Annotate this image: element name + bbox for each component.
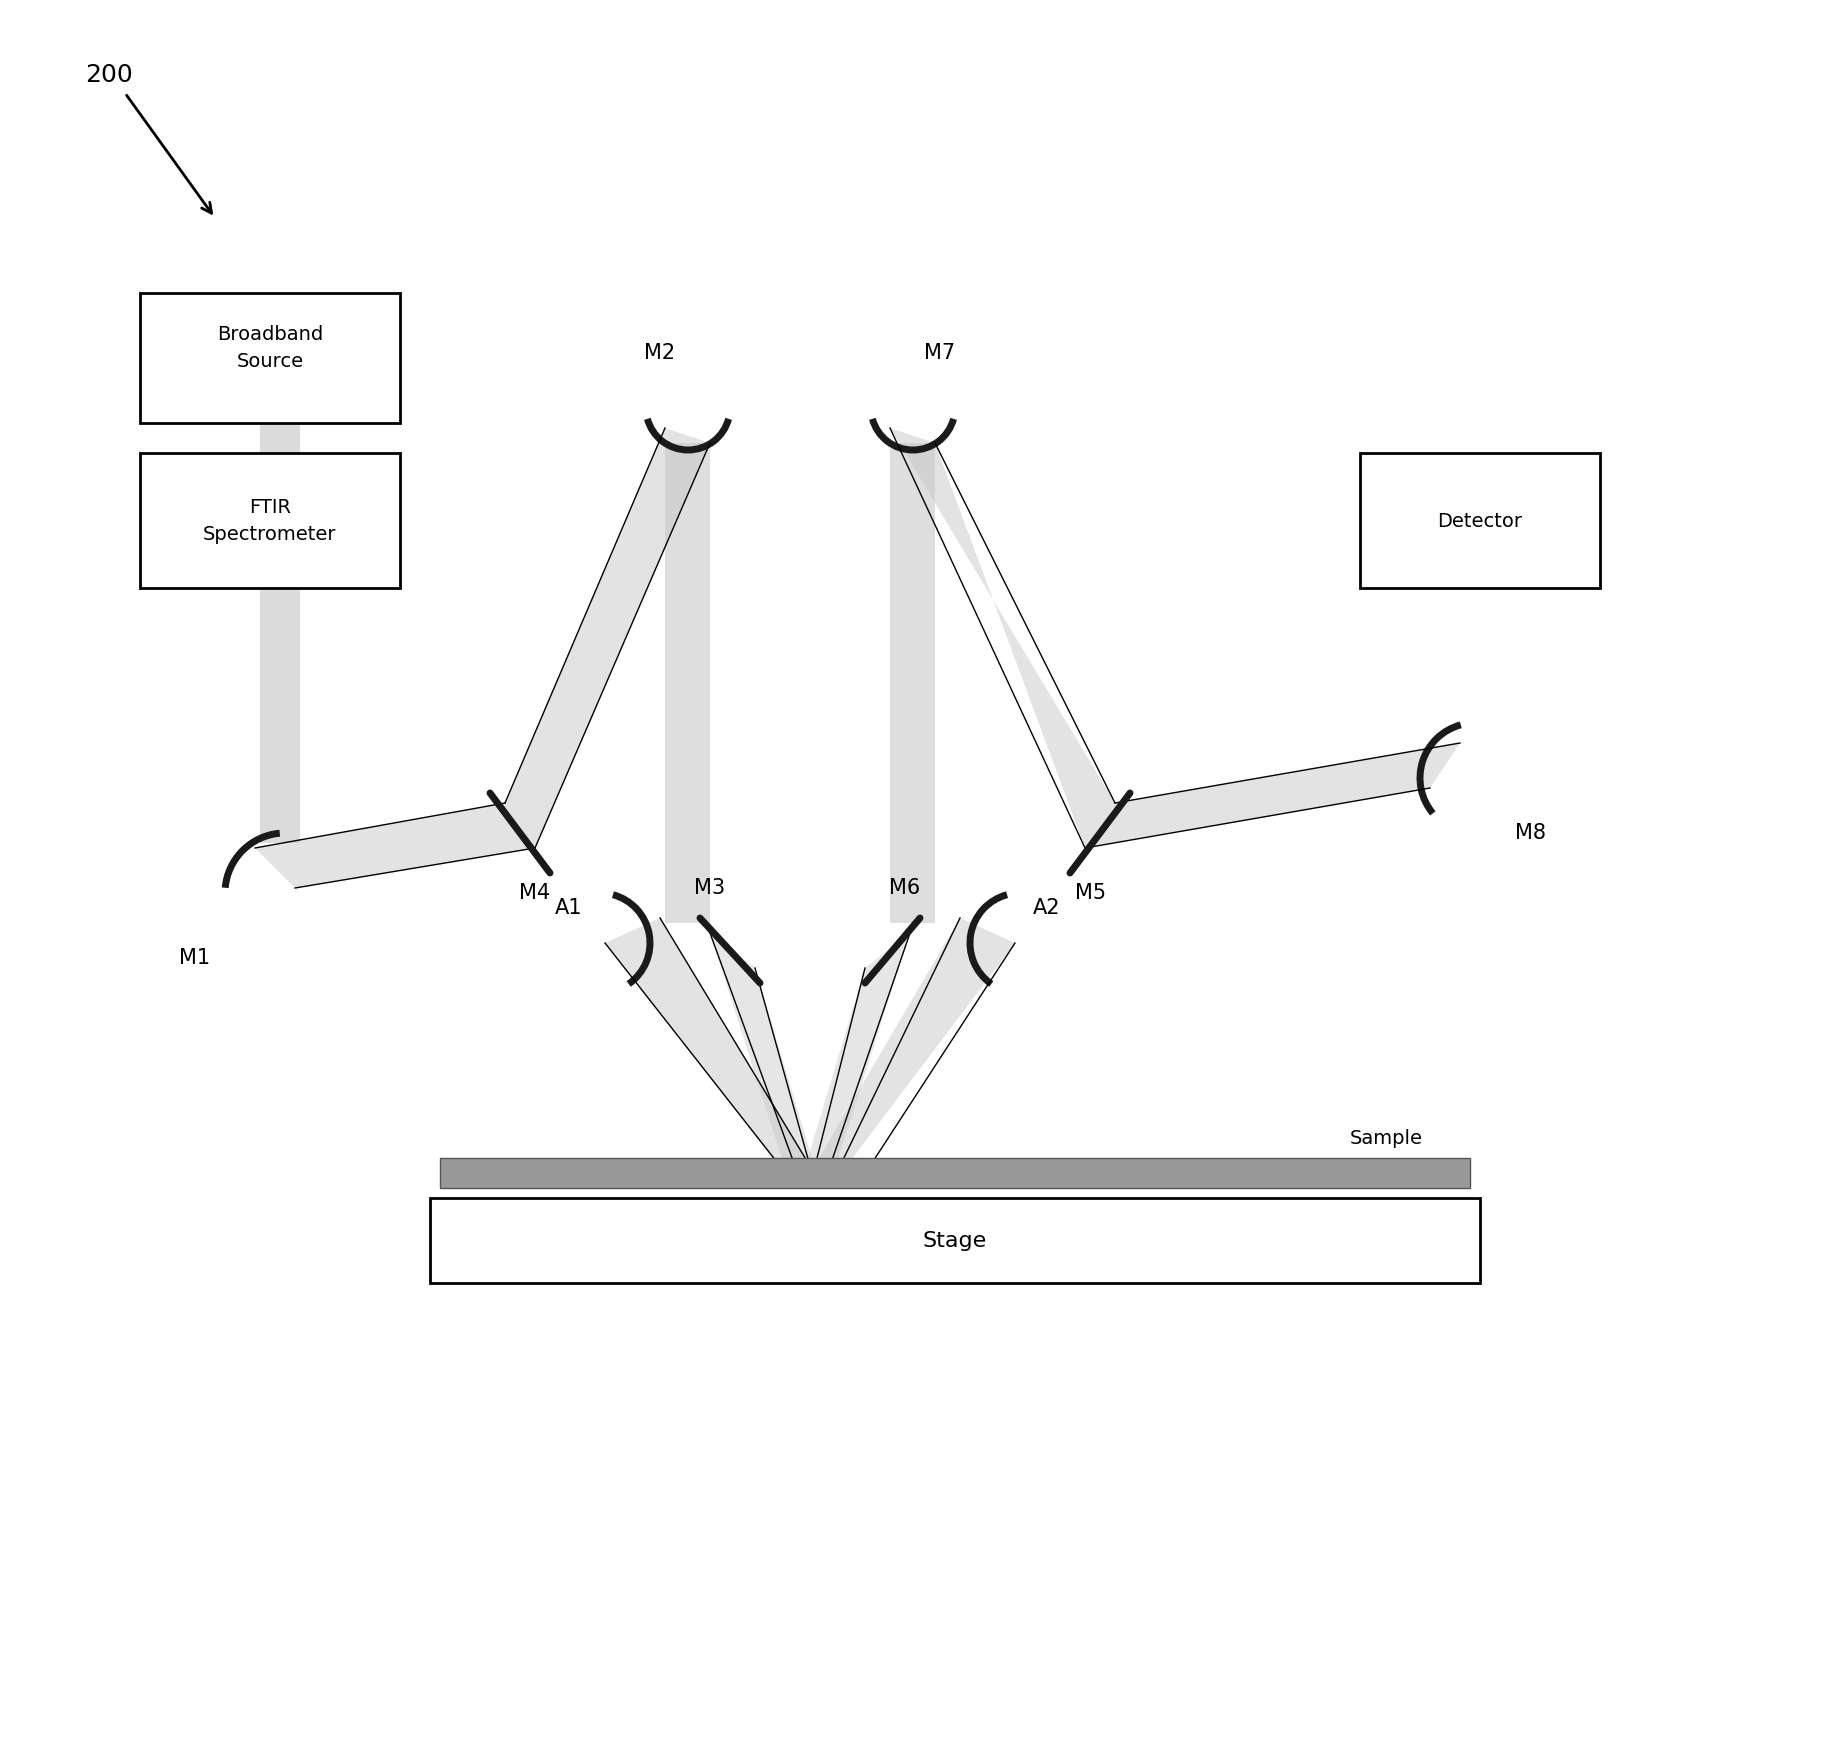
- Text: M7: M7: [924, 344, 955, 363]
- Polygon shape: [505, 428, 709, 848]
- FancyBboxPatch shape: [140, 293, 399, 422]
- FancyBboxPatch shape: [439, 1159, 1469, 1189]
- Text: M5: M5: [1076, 884, 1107, 903]
- Polygon shape: [890, 444, 935, 924]
- Text: M6: M6: [890, 878, 921, 898]
- Text: M3: M3: [695, 878, 726, 898]
- Polygon shape: [261, 422, 301, 843]
- Polygon shape: [806, 933, 910, 1167]
- Polygon shape: [709, 933, 815, 1167]
- Text: Stage: Stage: [922, 1231, 986, 1252]
- Polygon shape: [255, 803, 534, 889]
- Text: M2: M2: [645, 344, 676, 363]
- FancyBboxPatch shape: [430, 1197, 1480, 1283]
- Text: FTIR
Spectrometer: FTIR Spectrometer: [202, 498, 337, 543]
- Polygon shape: [665, 444, 709, 924]
- Text: Broadband
Source: Broadband Source: [217, 326, 323, 370]
- Text: M1: M1: [179, 948, 211, 968]
- Text: Detector: Detector: [1438, 512, 1522, 531]
- Text: 200: 200: [86, 63, 133, 88]
- Text: M4: M4: [520, 884, 551, 903]
- Polygon shape: [890, 428, 1116, 848]
- Text: M8: M8: [1515, 822, 1546, 843]
- Polygon shape: [605, 919, 809, 1167]
- Text: A1: A1: [554, 898, 583, 919]
- Text: A2: A2: [1032, 898, 1059, 919]
- Polygon shape: [815, 919, 1015, 1167]
- Polygon shape: [1085, 743, 1460, 848]
- FancyBboxPatch shape: [140, 452, 399, 587]
- Text: Sample: Sample: [1351, 1129, 1424, 1148]
- FancyBboxPatch shape: [1360, 452, 1601, 587]
